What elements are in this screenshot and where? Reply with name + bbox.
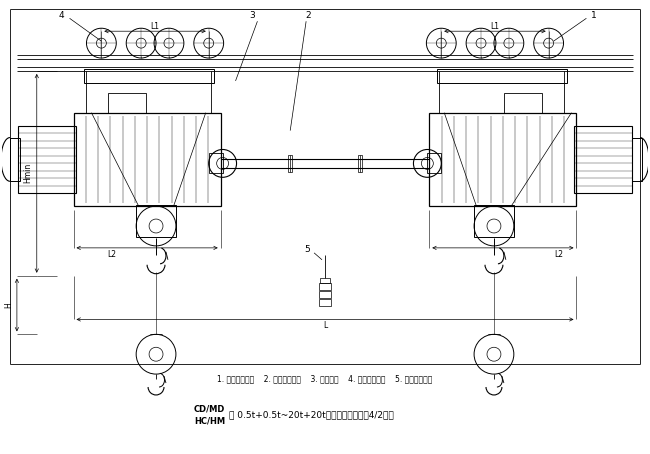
Bar	[320, 278, 330, 283]
Bar	[474, 205, 514, 237]
Bar	[209, 153, 223, 173]
Bar	[319, 283, 331, 290]
Bar	[288, 155, 292, 173]
Bar	[136, 205, 176, 237]
Bar	[575, 126, 632, 193]
Text: HC/HM: HC/HM	[194, 416, 225, 425]
Text: 3: 3	[250, 11, 255, 20]
Text: L1: L1	[491, 22, 499, 31]
Bar	[437, 69, 567, 83]
Bar	[427, 153, 441, 173]
Text: 4: 4	[58, 11, 64, 20]
Bar	[73, 113, 220, 206]
Bar	[632, 138, 642, 181]
Text: 2: 2	[306, 11, 311, 20]
Text: CD/MD: CD/MD	[194, 405, 225, 414]
Bar	[109, 93, 146, 113]
Text: L2: L2	[107, 250, 116, 259]
Text: L1: L1	[151, 22, 159, 31]
Bar	[319, 291, 331, 297]
Bar	[84, 69, 214, 83]
Text: 1: 1	[590, 11, 596, 20]
Text: L: L	[323, 321, 327, 330]
Text: 型 0.5t+0.5t~20t+20t双筋点电动葫芦（4/2绳）: 型 0.5t+0.5t~20t+20t双筋点电动葫芦（4/2绳）	[229, 410, 393, 419]
Bar	[504, 93, 541, 113]
Bar	[18, 126, 75, 193]
Bar	[430, 113, 577, 206]
Bar	[319, 299, 331, 306]
Text: 1. 正相电动葫芦    2. 同步机减速机    3. 连接装置    4. 反相电动葫芦    5. 同步电气控制: 1. 正相电动葫芦 2. 同步机减速机 3. 连接装置 4. 反相电动葫芦 5.…	[217, 375, 433, 384]
Text: H: H	[5, 303, 14, 308]
Bar	[10, 138, 20, 181]
Text: Hmin: Hmin	[23, 163, 32, 183]
Text: L2: L2	[554, 250, 563, 259]
Bar	[358, 155, 362, 173]
Text: 5: 5	[304, 245, 310, 254]
